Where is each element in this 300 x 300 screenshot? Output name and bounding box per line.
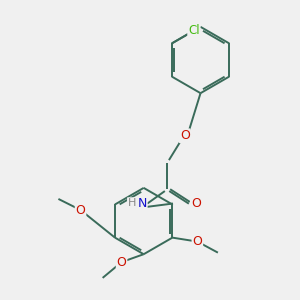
Text: H: H bbox=[128, 198, 136, 208]
Text: O: O bbox=[76, 203, 85, 217]
Text: Cl: Cl bbox=[188, 24, 200, 37]
Text: O: O bbox=[180, 129, 190, 142]
Text: O: O bbox=[191, 197, 201, 210]
Text: N: N bbox=[137, 197, 147, 210]
Text: O: O bbox=[117, 256, 127, 268]
Text: O: O bbox=[192, 235, 202, 248]
